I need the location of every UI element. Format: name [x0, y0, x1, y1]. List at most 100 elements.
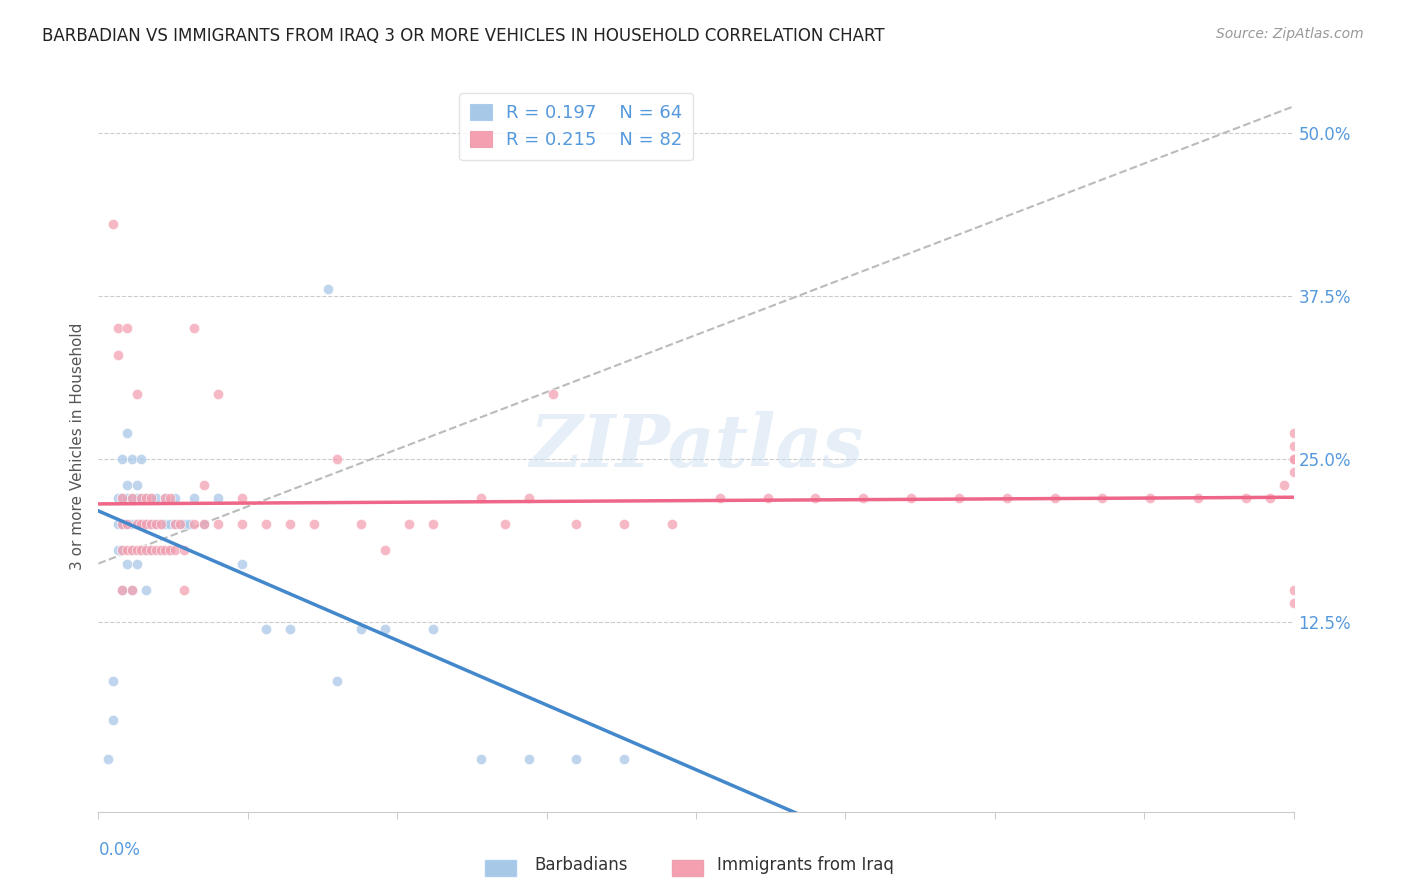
Point: [1091, 491, 1114, 506]
Text: Immigrants from Iraq: Immigrants from Iraq: [717, 856, 894, 874]
Point: [1043, 491, 1066, 506]
Point: [121, 582, 143, 597]
Point: [163, 543, 186, 558]
Point: [159, 543, 181, 558]
Point: [422, 517, 444, 532]
Point: [374, 543, 396, 558]
Text: ZIPatlas: ZIPatlas: [529, 410, 863, 482]
Point: [131, 543, 153, 558]
Point: [101, 217, 124, 231]
Point: [193, 517, 215, 532]
Point: [135, 491, 157, 506]
Point: [183, 517, 205, 532]
Point: [131, 491, 153, 506]
Point: [470, 752, 492, 766]
Point: [121, 543, 143, 558]
Point: [135, 582, 157, 597]
Point: [107, 348, 129, 362]
Point: [155, 517, 177, 532]
Point: [139, 543, 162, 558]
Point: [155, 491, 177, 506]
Point: [231, 491, 253, 506]
Point: [179, 517, 201, 532]
Point: [125, 478, 148, 492]
Point: [107, 543, 129, 558]
Point: [350, 622, 373, 636]
Point: [231, 557, 253, 571]
Point: [948, 491, 970, 506]
Point: [193, 517, 215, 532]
Point: [145, 517, 167, 532]
Text: Barbadians: Barbadians: [534, 856, 628, 874]
Point: [135, 517, 157, 532]
Point: [173, 543, 195, 558]
Point: [107, 491, 129, 506]
Point: [155, 543, 177, 558]
Point: [139, 543, 162, 558]
Point: [159, 517, 181, 532]
Point: [278, 517, 301, 532]
Point: [1282, 425, 1305, 440]
Point: [115, 517, 138, 532]
Point: [1272, 478, 1295, 492]
Point: [125, 543, 148, 558]
Point: [995, 491, 1018, 506]
Point: [193, 478, 215, 492]
Point: [121, 543, 143, 558]
Text: BARBADIAN VS IMMIGRANTS FROM IRAQ 3 OR MORE VEHICLES IN HOUSEHOLD CORRELATION CH: BARBADIAN VS IMMIGRANTS FROM IRAQ 3 OR M…: [42, 27, 884, 45]
Point: [111, 517, 134, 532]
Point: [613, 517, 636, 532]
Point: [163, 517, 186, 532]
Legend: R = 0.197    N = 64, R = 0.215    N = 82: R = 0.197 N = 64, R = 0.215 N = 82: [460, 93, 693, 161]
Point: [149, 543, 172, 558]
Point: [1187, 491, 1209, 506]
Point: [145, 543, 167, 558]
Point: [131, 517, 153, 532]
Point: [1282, 465, 1305, 479]
Point: [111, 582, 134, 597]
Point: [155, 491, 177, 506]
Point: [541, 386, 564, 401]
Text: 0.0%: 0.0%: [98, 841, 141, 859]
Point: [139, 491, 162, 506]
Point: [111, 452, 134, 467]
Point: [183, 491, 205, 506]
Point: [135, 491, 157, 506]
Point: [121, 582, 143, 597]
Point: [115, 491, 138, 506]
Point: [374, 622, 396, 636]
Point: [159, 491, 181, 506]
Point: [398, 517, 420, 532]
Point: [131, 517, 153, 532]
Point: [145, 491, 167, 506]
Point: [131, 452, 153, 467]
Point: [231, 517, 253, 532]
Point: [1234, 491, 1257, 506]
Point: [163, 517, 186, 532]
Point: [302, 517, 325, 532]
Point: [1139, 491, 1161, 506]
Point: [107, 517, 129, 532]
Point: [131, 491, 153, 506]
Point: [115, 425, 138, 440]
Point: [173, 517, 195, 532]
Point: [125, 491, 148, 506]
Point: [350, 517, 373, 532]
Point: [135, 517, 157, 532]
Point: [173, 582, 195, 597]
Point: [111, 543, 134, 558]
Point: [326, 674, 349, 689]
Point: [115, 478, 138, 492]
Point: [207, 386, 229, 401]
Point: [125, 517, 148, 532]
Point: [135, 543, 157, 558]
Y-axis label: 3 or more Vehicles in Household: 3 or more Vehicles in Household: [69, 322, 84, 570]
Point: [101, 714, 124, 728]
Point: [517, 491, 540, 506]
Point: [613, 752, 636, 766]
Point: [135, 543, 157, 558]
Point: [149, 517, 172, 532]
Point: [494, 517, 516, 532]
Point: [183, 321, 205, 335]
Point: [565, 752, 588, 766]
